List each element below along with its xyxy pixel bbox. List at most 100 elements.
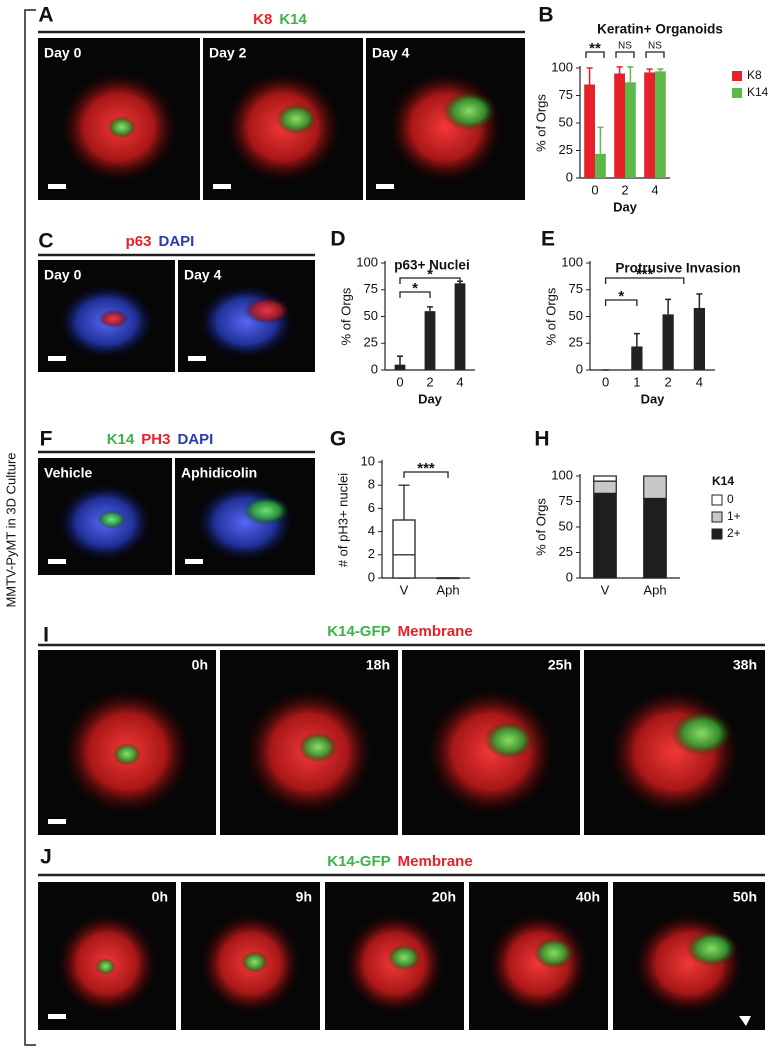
bar	[614, 73, 625, 178]
bar	[595, 153, 606, 178]
y-tick-label: 50	[559, 114, 573, 129]
channel-label: PH3	[141, 431, 170, 448]
micrograph	[38, 260, 175, 372]
chart-title: Keratin+ Organoids	[597, 22, 723, 37]
frame-label: Day 2	[209, 45, 247, 61]
y-tick-label: 75	[364, 281, 378, 296]
box-whisker	[398, 484, 410, 520]
significance-bracket	[585, 51, 605, 58]
cell-cluster	[95, 958, 116, 975]
bar	[655, 71, 666, 178]
y-tick-label: 6	[368, 500, 375, 515]
error-bar	[397, 355, 403, 365]
channel-label: p63	[126, 233, 152, 250]
micrograph	[181, 882, 320, 1030]
bar	[584, 84, 595, 178]
frame-label: 20h	[432, 889, 456, 905]
cell-cluster	[113, 742, 141, 766]
panel-header: K14-GFP Membrane	[327, 853, 472, 870]
cell-cluster	[442, 91, 497, 131]
scale-bar	[48, 819, 66, 824]
chart-title: Protrusive Invasion	[615, 261, 740, 276]
y-tick-label: 75	[559, 493, 573, 508]
panel-letter: B	[538, 4, 553, 27]
chart-title: p63+ Nuclei	[394, 258, 469, 273]
cell-cluster	[275, 103, 317, 135]
y-tick-label: 0	[371, 361, 378, 376]
y-tick-label: 100	[551, 59, 573, 74]
frame-label: Day 0	[44, 45, 82, 61]
significance-bracket	[645, 51, 665, 58]
panel-header: p63 DAPI	[126, 233, 195, 250]
micrograph	[203, 38, 363, 200]
channel-label: DAPI	[159, 233, 195, 250]
y-tick-label: 50	[559, 518, 573, 533]
micrograph	[469, 882, 608, 1030]
legend-swatch	[732, 88, 742, 98]
cell-cluster	[671, 711, 733, 756]
legend-label: 1+	[727, 509, 741, 523]
bar	[644, 72, 655, 178]
y-tick-label: 0	[576, 361, 583, 376]
channel-label: Membrane	[398, 853, 473, 870]
scale-bar	[48, 356, 66, 361]
bar	[424, 311, 436, 370]
x-tick-label: 4	[456, 374, 463, 389]
significance-bracket	[399, 291, 431, 298]
micrograph	[613, 882, 765, 1030]
y-tick-label: 0	[566, 169, 573, 184]
y-axis-label: # of pH3+ nuclei	[335, 473, 350, 567]
x-axis-label: Day	[613, 199, 638, 214]
panel-letter: I	[43, 624, 49, 647]
cell-cluster	[107, 116, 136, 138]
scale-bar	[48, 559, 66, 564]
y-tick-label: 2	[368, 546, 375, 561]
stacked-segment	[593, 480, 617, 494]
cell-cluster	[97, 510, 127, 529]
error-bar	[657, 68, 664, 72]
y-tick-label: 25	[559, 544, 573, 559]
x-tick-label: 4	[696, 374, 703, 389]
x-tick-label: V	[601, 582, 610, 597]
error-bar	[646, 68, 653, 73]
micrograph	[325, 882, 464, 1030]
x-tick-label: 0	[396, 374, 403, 389]
y-tick-label: 10	[361, 453, 375, 468]
y-tick-label: 100	[356, 254, 378, 269]
significance-bracket	[403, 471, 449, 478]
y-tick-label: 4	[368, 523, 375, 538]
legend-label: 2+	[727, 526, 741, 540]
error-bar	[627, 66, 634, 83]
x-tick-label: 4	[651, 182, 658, 197]
legend-label: K8	[747, 68, 762, 82]
channel-label: DAPI	[177, 431, 213, 448]
bar	[625, 82, 636, 178]
cell-cluster	[634, 913, 744, 1014]
frame-label: Day 0	[44, 267, 82, 283]
bar	[662, 314, 674, 370]
significance-label: *	[618, 288, 624, 305]
scale-bar	[48, 184, 66, 189]
x-tick-label: 2	[621, 182, 628, 197]
bar	[693, 307, 705, 370]
panel-letter: A	[38, 4, 53, 27]
x-tick-label: 1	[633, 374, 640, 389]
panel-letter: G	[330, 428, 346, 451]
stacked-segment	[643, 497, 667, 579]
significance-label: NS	[648, 41, 662, 52]
box	[392, 519, 416, 579]
side-bracket	[24, 9, 36, 1046]
y-tick-label: 25	[559, 142, 573, 157]
error-bar	[616, 66, 623, 74]
side-label: MMTV-PyMT in 3D Culture	[3, 452, 18, 607]
panel-letter: J	[40, 846, 52, 869]
y-tick-label: 50	[364, 308, 378, 323]
cell-cluster	[98, 309, 129, 328]
y-axis-label: % of Orgs	[338, 287, 353, 345]
channel-label: K14-GFP	[327, 853, 390, 870]
micrograph	[366, 38, 525, 200]
significance-bracket	[399, 277, 461, 284]
scale-bar	[213, 184, 231, 189]
panel-header: K14-GFP Membrane	[327, 623, 472, 640]
frame-label: 0h	[192, 657, 208, 673]
